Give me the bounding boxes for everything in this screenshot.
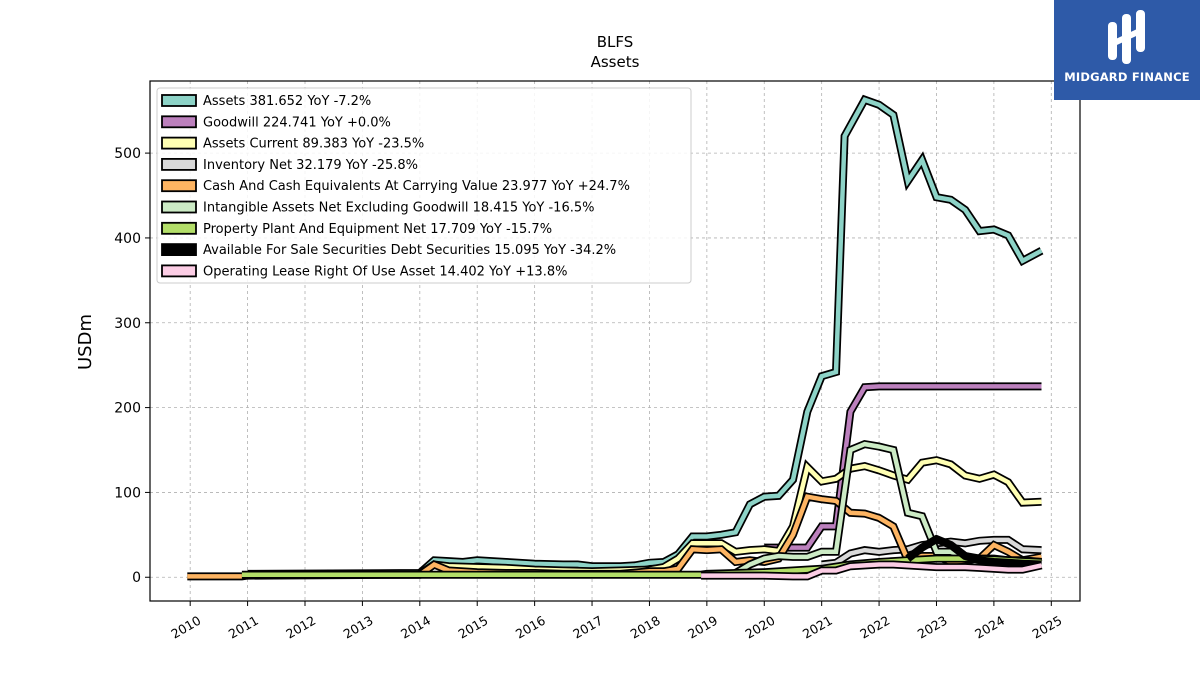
series-line-fill (701, 562, 1042, 579)
chart-title: BLFS (597, 33, 634, 51)
series-line-fill (247, 96, 1043, 577)
series-layer (187, 94, 1044, 581)
y-tick-label: 200 (114, 401, 141, 417)
plot-frame (149, 80, 1081, 602)
legend: Assets 381.652 YoY -7.2% Goodwill 224.741… (156, 87, 692, 284)
x-tick-label: 2024 (972, 613, 1007, 642)
legend-swatch (161, 157, 197, 171)
x-tick-label: 2019 (685, 613, 720, 642)
legend-swatch (161, 136, 197, 150)
legend-swatch (161, 115, 197, 129)
chart-subtitle: Assets (591, 53, 640, 71)
x-tick-label: 2012 (283, 613, 318, 642)
legend-label: Property Plant And Equipment Net 17.709 … (203, 222, 552, 237)
x-tick-label: 2015 (455, 613, 490, 642)
x-tick-label: 2025 (1030, 613, 1065, 642)
x-tick-label: 2017 (570, 613, 605, 642)
legend-label: Intangible Assets Net Excluding Goodwill… (203, 201, 594, 216)
legend-swatch (161, 243, 197, 257)
legend-label: Operating Lease Right Of Use Asset 14.40… (203, 264, 567, 279)
legend-swatch (161, 221, 197, 235)
legend-swatch (161, 264, 197, 278)
legend-swatch (161, 94, 197, 107)
y-axis-label: USDm (75, 314, 96, 370)
y-tick-label: 100 (114, 485, 141, 501)
x-tick-label: 2023 (915, 613, 950, 642)
y-tick-label: 300 (114, 316, 141, 332)
x-tick-label: 2010 (168, 613, 203, 642)
legend-swatch (161, 179, 197, 193)
y-tick-label: 500 (114, 146, 141, 162)
midgard-logo-icon (1108, 10, 1145, 64)
x-tick-label: 2020 (742, 613, 777, 642)
legend-label: Inventory Net 32.179 YoY -25.8% (203, 158, 418, 173)
x-tick-label: 2011 (226, 613, 261, 642)
y-tick-label: 0 (132, 570, 141, 586)
y-tick-label: 400 (114, 231, 141, 247)
x-tick-label: 2016 (513, 613, 548, 642)
legend-label: Assets 381.652 YoY -7.2% (203, 94, 371, 109)
legend-box (156, 87, 692, 284)
x-tick-label: 2018 (628, 613, 663, 642)
series-line (247, 94, 1044, 578)
legend-label: Available For Sale Securities Debt Secur… (203, 243, 616, 258)
series-line (905, 534, 1042, 569)
brand-name: MIDGARD FINANCE (1064, 70, 1190, 84)
legend-label: Assets Current 89.383 YoY -23.5% (203, 137, 424, 152)
x-tick-label: 2022 (857, 613, 892, 642)
legend-label: Cash And Cash Equivalents At Carrying Va… (203, 179, 630, 194)
legend-swatch (161, 200, 197, 214)
series-line-fill (906, 536, 1042, 567)
x-tick-label: 2021 (800, 613, 835, 642)
legend-label: Goodwill 224.741 YoY +0.0% (203, 115, 391, 130)
x-tick-label: 2013 (341, 613, 376, 642)
series-line (701, 560, 1043, 581)
brand-logo: MIDGARD FINANCE (1054, 0, 1200, 100)
x-tick-label: 2014 (398, 613, 433, 642)
